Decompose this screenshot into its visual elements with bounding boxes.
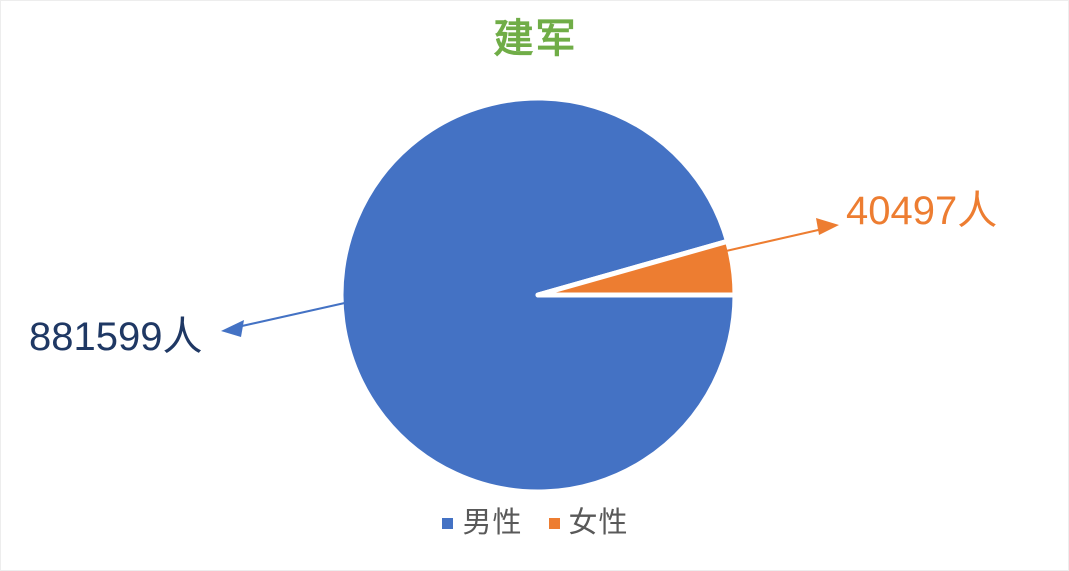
legend-label-male: 男性 — [462, 507, 523, 539]
callout-leader-male — [221, 297, 368, 337]
data-label-male: 881599人 — [29, 315, 203, 359]
data-label-female: 40497人 — [846, 189, 998, 233]
callout-arrowhead-male — [221, 320, 244, 337]
legend-item-male[interactable]: 男性 — [442, 509, 522, 538]
callout-line-female — [725, 227, 828, 252]
chart-title: 建军 — [493, 17, 578, 61]
chart-legend: 男性 女性 — [1, 507, 1068, 539]
legend-swatch-male-icon — [442, 518, 454, 529]
callout-leader-female — [725, 218, 839, 252]
callout-line-male — [232, 297, 368, 329]
callout-arrowhead-female — [816, 218, 839, 235]
pie-slice-female[interactable] — [535, 238, 738, 298]
legend-item-female[interactable]: 女性 — [548, 507, 629, 539]
legend-label-female: 女性 — [568, 507, 629, 539]
legend-swatch-female-icon — [548, 518, 560, 529]
